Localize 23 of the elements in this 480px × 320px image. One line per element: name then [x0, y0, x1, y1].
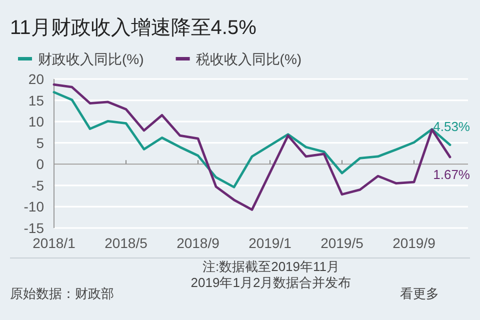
text: 看更多: [400, 286, 440, 301]
text: 注:数据截至2019年11月: [201, 259, 341, 274]
y-tick-label: 15: [28, 92, 44, 108]
x-tick-label: 2019/5: [320, 235, 364, 251]
y-tick-label: 5: [36, 134, 44, 151]
text: 2019年1月2月数据合并发布: [190, 275, 352, 290]
y-tick-label: -10: [24, 198, 44, 215]
y-tick-label: 20: [28, 71, 44, 87]
y-tick-label: -5: [32, 177, 44, 194]
legend-label: 财政收入同比(%): [38, 51, 144, 67]
data-label: 4.53%: [433, 118, 470, 134]
y-tick-label: -15: [24, 220, 44, 236]
y-tick-label: 0: [36, 156, 44, 172]
x-tick-label: 2018/5: [104, 235, 148, 251]
x-tick-label: 2019/1: [248, 235, 292, 251]
legend-label: 税收收入同比(%): [196, 51, 302, 67]
title: 11月财政收入增速降至4.5%: [10, 17, 256, 39]
data-label: 1.67%: [433, 167, 470, 182]
y-tick-label: 10: [28, 114, 44, 130]
x-tick-label: 2018/1: [32, 235, 76, 251]
x-tick-label: 2018/9: [176, 235, 220, 251]
x-tick-label: 2019/9: [392, 235, 436, 251]
text: 原始数据：财政部: [10, 286, 114, 301]
